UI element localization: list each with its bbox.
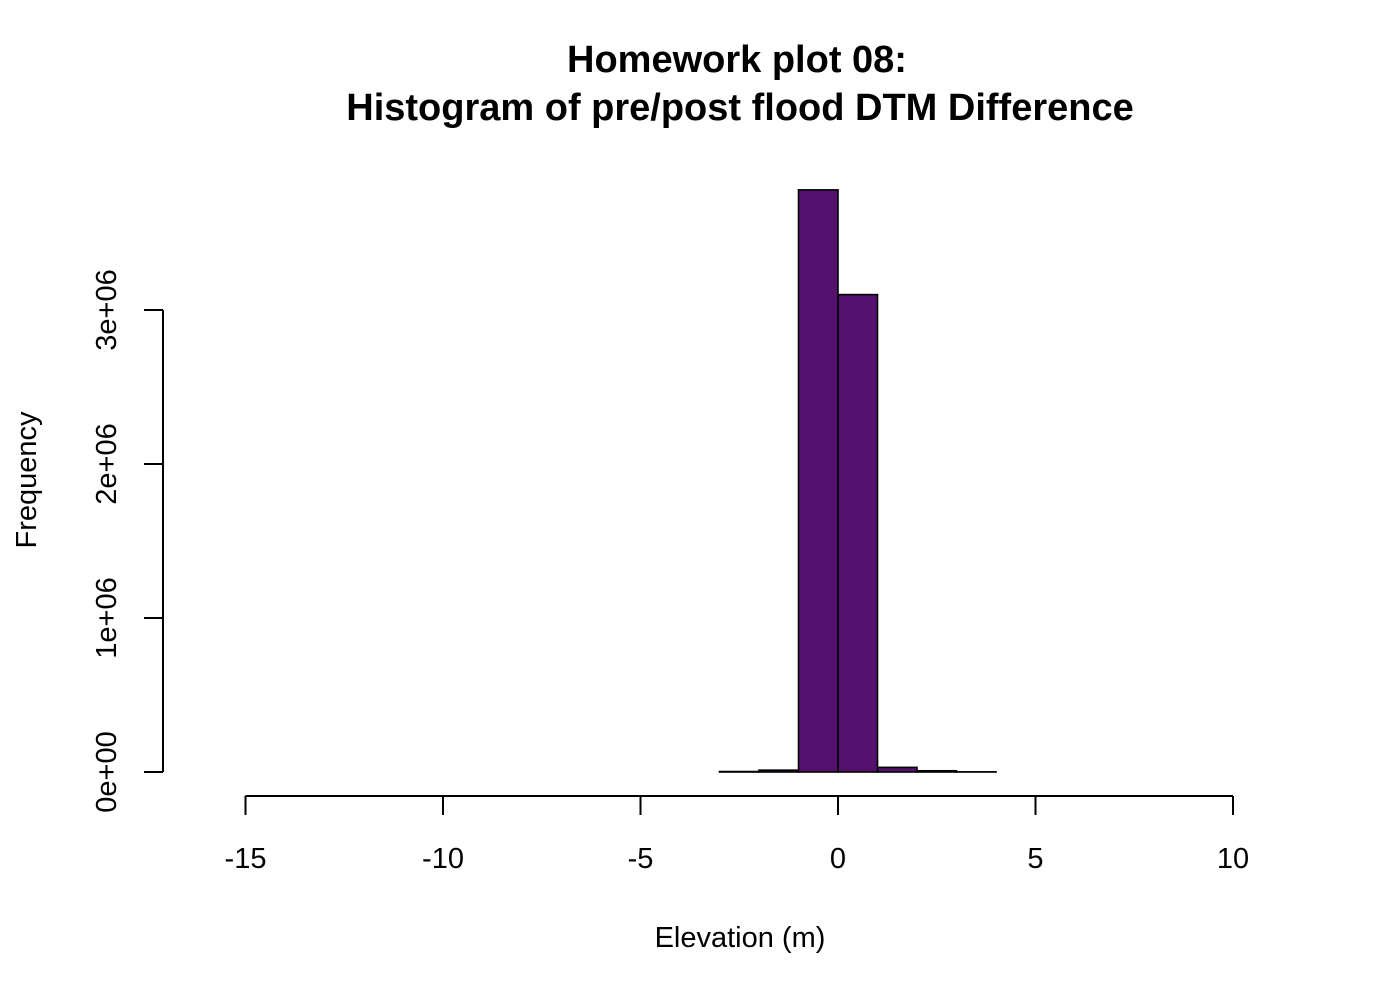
chart-title: Homework plot 08: [567, 39, 907, 81]
x-axis: -15 -10 -5 0 5 10 [225, 795, 1249, 875]
x-axis-label: Elevation (m) [655, 922, 826, 954]
y-tick-label: 2e+06 [91, 423, 123, 504]
y-axis: 0e+00 1e+06 2e+06 3e+06 [91, 269, 164, 813]
histogram-bar [916, 769, 958, 773]
histogram-bar [758, 769, 800, 773]
chart-subtitle: Histogram of pre/post flood DTM Differen… [346, 87, 1133, 129]
y-tick-label: 0e+00 [91, 731, 123, 812]
y-axis-label: Frequency [11, 411, 43, 549]
histogram-bar [797, 189, 839, 773]
x-tick-label: 10 [1217, 843, 1249, 875]
histogram-bar [837, 293, 879, 773]
y-tick-label: 3e+06 [91, 269, 123, 350]
y-tick-label: 1e+06 [91, 577, 123, 658]
x-tick-label: -10 [422, 843, 464, 875]
x-tick-label: 0 [830, 843, 846, 875]
x-tick-label: -5 [628, 843, 654, 875]
x-tick-label: -15 [225, 843, 267, 875]
histogram-bar [876, 766, 918, 773]
histogram-bars [718, 189, 997, 773]
x-tick-label: 5 [1027, 843, 1043, 875]
